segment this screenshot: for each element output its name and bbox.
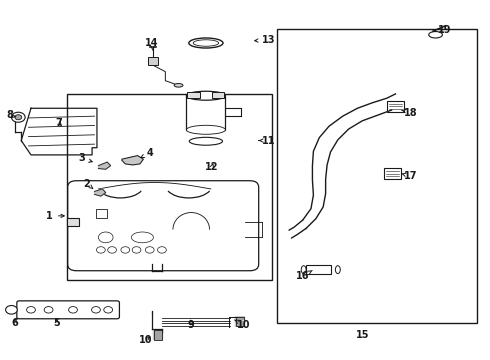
Text: 4: 4 bbox=[141, 148, 153, 158]
Bar bbox=[67, 94, 272, 280]
Bar bbox=[212, 92, 224, 98]
Bar bbox=[186, 96, 225, 130]
Bar bbox=[384, 168, 401, 179]
Text: 10: 10 bbox=[139, 334, 152, 345]
Bar bbox=[187, 92, 199, 98]
Text: 1: 1 bbox=[46, 211, 64, 221]
Polygon shape bbox=[95, 189, 106, 196]
Text: 3: 3 bbox=[78, 153, 92, 163]
Text: 11: 11 bbox=[259, 136, 275, 145]
Bar bbox=[387, 101, 404, 112]
Circle shape bbox=[11, 112, 25, 122]
Text: 2: 2 bbox=[83, 179, 93, 189]
Text: 18: 18 bbox=[401, 108, 418, 118]
Ellipse shape bbox=[174, 84, 183, 87]
Text: 7: 7 bbox=[55, 118, 62, 128]
Text: 9: 9 bbox=[188, 320, 195, 329]
Text: 14: 14 bbox=[146, 38, 159, 51]
Text: 15: 15 bbox=[356, 330, 369, 340]
Text: 16: 16 bbox=[296, 270, 312, 281]
Bar bbox=[67, 219, 79, 226]
Bar bbox=[148, 57, 158, 65]
Circle shape bbox=[5, 306, 17, 314]
Bar bbox=[277, 30, 477, 323]
Text: 19: 19 bbox=[438, 25, 451, 35]
Text: 5: 5 bbox=[53, 318, 60, 328]
Bar bbox=[306, 265, 331, 274]
Ellipse shape bbox=[186, 125, 225, 134]
Polygon shape bbox=[122, 156, 144, 165]
Text: 12: 12 bbox=[205, 162, 219, 172]
Bar bbox=[96, 209, 107, 218]
Text: 6: 6 bbox=[11, 318, 18, 328]
Circle shape bbox=[15, 115, 22, 120]
Polygon shape bbox=[98, 162, 111, 169]
Text: 10: 10 bbox=[235, 320, 251, 329]
Ellipse shape bbox=[186, 91, 225, 100]
Bar bbox=[154, 330, 162, 339]
Text: 8: 8 bbox=[6, 111, 16, 121]
Text: 13: 13 bbox=[255, 35, 275, 45]
Bar bbox=[236, 317, 244, 326]
Text: 17: 17 bbox=[402, 171, 418, 181]
